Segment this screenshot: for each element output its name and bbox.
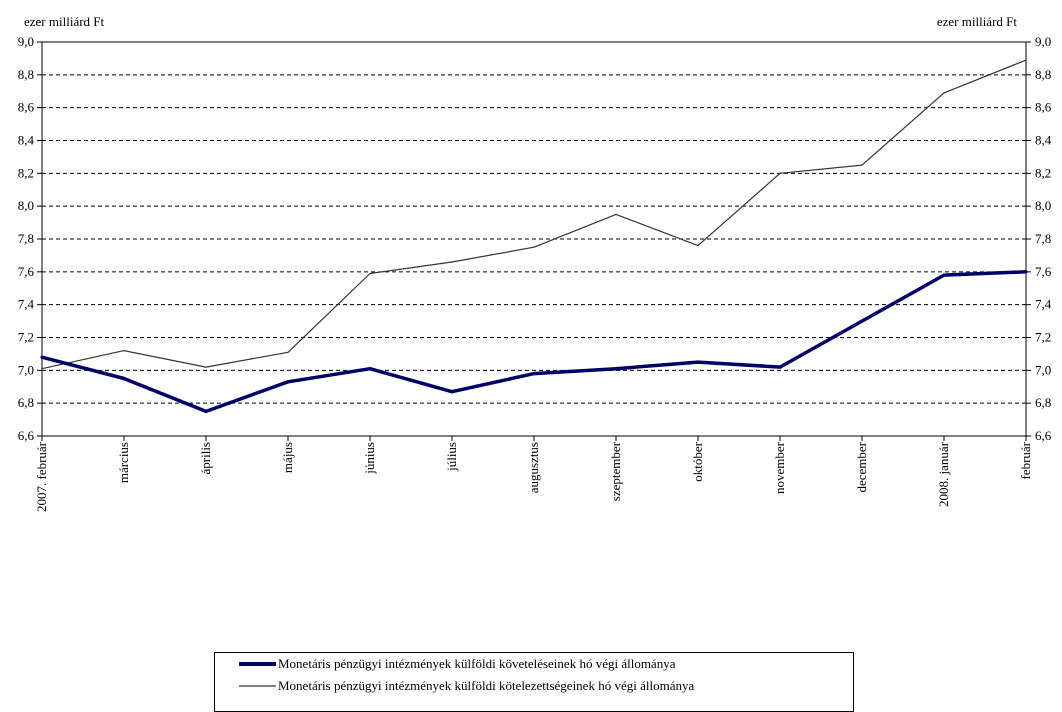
legend-item-series-1: Monetáris pénzügyi intézmények külföldi …: [239, 653, 675, 675]
y-tick-label-right: 6,6: [1035, 428, 1052, 443]
x-tick-label: október: [690, 441, 705, 481]
x-tick-label: 2008. január: [936, 441, 951, 507]
left-axis-unit-label: ezer milliárd Ft: [24, 14, 105, 29]
series-1-point: [532, 372, 536, 376]
legend-label-series-1: Monetáris pénzügyi intézmények külföldi …: [278, 656, 676, 671]
x-tick-label: november: [772, 441, 787, 494]
y-axis-ticks: 6,6 6,6 6,8 6,8 7,0 7,0 7,2 7,2 7,4 7,4 7,6 7,6 7,8 7…: [18, 34, 1052, 443]
series-lines: [40, 59, 1028, 414]
x-tick-label: augusztus: [526, 442, 541, 493]
series-2-point: [615, 213, 617, 215]
x-tick-label: május: [280, 442, 295, 473]
y-tick-label-right: 7,2: [1035, 330, 1051, 345]
y-tick-label-right: 9,0: [1035, 34, 1051, 49]
y-tick-label-right: 7,4: [1035, 297, 1052, 312]
x-axis-ticks: 2007. február március április május június jú…: [34, 436, 1033, 512]
gridlines: [42, 74, 1026, 404]
y-tick-label-left: 8,6: [18, 100, 35, 115]
y-tick-label-right: 7,6: [1035, 264, 1052, 279]
legend-label-series-2: Monetáris pénzügyi intézmények külföldi …: [278, 678, 695, 693]
y-tick-label-left: 7,0: [18, 362, 34, 377]
series-2-point: [533, 246, 535, 248]
series-2-point: [123, 350, 125, 352]
legend-item-series-2: Monetáris pénzügyi intézmények külföldi …: [239, 675, 694, 697]
y-tick-label-left: 7,2: [18, 330, 34, 345]
series-line-2: [41, 59, 1027, 370]
series-2-point: [1025, 59, 1027, 61]
y-tick-label-right: 8,2: [1035, 165, 1051, 180]
y-tick-label-left: 8,0: [18, 198, 34, 213]
y-tick-label-left: 7,4: [18, 297, 35, 312]
y-tick-label-left: 7,6: [18, 264, 35, 279]
x-tick-label: június: [362, 442, 377, 475]
y-tick-label-right: 8,0: [1035, 198, 1051, 213]
series-1-point: [40, 355, 44, 359]
x-tick-label: április: [198, 442, 213, 475]
series-1-point: [204, 409, 208, 413]
series-1-point: [860, 319, 864, 323]
x-tick-label: július: [444, 442, 459, 472]
y-tick-label-right: 7,8: [1035, 231, 1051, 246]
legend-swatch-series-1: [239, 662, 276, 666]
series-1-point: [778, 365, 782, 369]
series-1-point: [450, 390, 454, 394]
y-tick-label-right: 8,8: [1035, 67, 1051, 82]
y-tick-label-right: 8,4: [1035, 133, 1052, 148]
series-2-point: [287, 351, 289, 353]
y-tick-label-left: 9,0: [18, 34, 34, 49]
series-line-1: [41, 270, 1027, 414]
series-2-point: [779, 172, 781, 174]
y-tick-label-left: 7,8: [18, 231, 34, 246]
y-tick-label-right: 7,0: [1035, 362, 1051, 377]
series-2-point: [41, 368, 43, 370]
right-axis-unit-label: ezer milliárd Ft: [937, 14, 1018, 29]
line-chart: ezer milliárd Ft ezer milliárd Ft 6,6 6,6…: [18, 14, 1052, 512]
series-2-point: [861, 164, 863, 166]
series-1-point: [122, 376, 126, 381]
y-tick-label-right: 6,8: [1035, 395, 1051, 410]
y-tick-label-left: 6,8: [18, 395, 34, 410]
x-tick-label: február: [1018, 441, 1033, 479]
series-1-point: [1024, 270, 1028, 274]
x-tick-label: 2007. február: [34, 441, 49, 512]
y-tick-label-left: 8,2: [18, 165, 34, 180]
legend-swatch-series-2: [239, 685, 276, 687]
plot-area-frame: [41, 41, 1027, 437]
series-1-point: [286, 380, 290, 384]
series-1-point: [368, 367, 372, 371]
y-tick-label-left: 6,6: [18, 428, 35, 443]
x-tick-label: december: [854, 441, 869, 492]
x-tick-label: március: [116, 442, 131, 483]
y-tick-label-left: 8,4: [18, 133, 35, 148]
series-1-point: [942, 273, 946, 277]
legend: Monetáris pénzügyi intézmények külföldi …: [214, 652, 854, 712]
series-2-point: [369, 272, 371, 275]
series-2-point: [205, 366, 207, 368]
series-1-point: [614, 367, 618, 371]
series-2-point: [697, 245, 699, 247]
x-tick-label: szeptember: [608, 441, 623, 501]
y-tick-label-left: 8,8: [18, 67, 34, 82]
series-1-point: [696, 360, 700, 364]
series-2-point: [943, 92, 945, 94]
series-2-point: [451, 261, 453, 263]
y-tick-label-right: 8,6: [1035, 100, 1052, 115]
